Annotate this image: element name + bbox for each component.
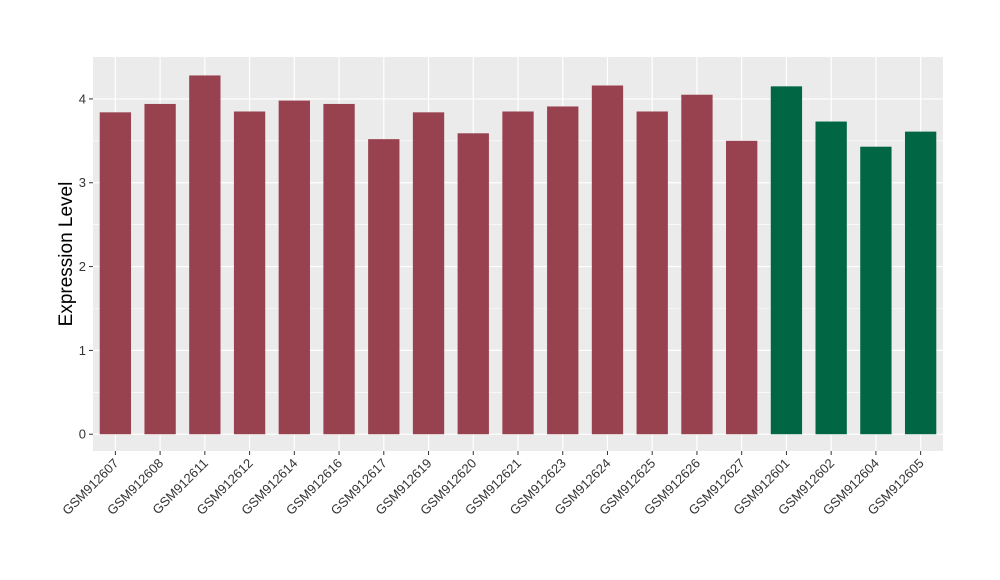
bar-GSM912619 xyxy=(412,112,445,435)
bar-GSM912617 xyxy=(368,139,400,435)
bar-GSM912607 xyxy=(99,112,132,435)
bars xyxy=(99,75,937,435)
bar-GSM912614 xyxy=(278,100,310,435)
bar-GSM912612 xyxy=(233,111,266,435)
bar-GSM912608 xyxy=(144,103,176,435)
bar-GSM912624 xyxy=(591,85,624,435)
y-tick-label: 2 xyxy=(79,259,86,274)
bar-GSM912620 xyxy=(457,133,489,435)
y-tick-label: 1 xyxy=(79,343,86,358)
y-axis-title: Expression Level xyxy=(56,182,77,327)
bar-GSM912626 xyxy=(681,94,713,435)
bar-GSM912625 xyxy=(636,111,668,435)
bar-GSM912616 xyxy=(323,103,355,435)
bar-GSM912604 xyxy=(860,146,892,435)
bar-GSM912627 xyxy=(726,140,758,435)
y-axis: 0 1 2 3 4 xyxy=(79,91,93,442)
y-tick-label: 3 xyxy=(79,175,86,190)
bar-GSM912621 xyxy=(502,111,534,435)
y-tick-label: 0 xyxy=(79,427,86,442)
y-tick-label: 4 xyxy=(79,91,86,106)
bar-GSM912623 xyxy=(547,106,579,435)
bar-GSM912605 xyxy=(904,131,937,435)
bar-GSM912602 xyxy=(815,121,847,435)
bar-GSM912611 xyxy=(189,75,221,435)
x-axis: GSM912607GSM912608GSM912611GSM912612GSM9… xyxy=(59,451,927,518)
bar-GSM912601 xyxy=(770,86,803,435)
